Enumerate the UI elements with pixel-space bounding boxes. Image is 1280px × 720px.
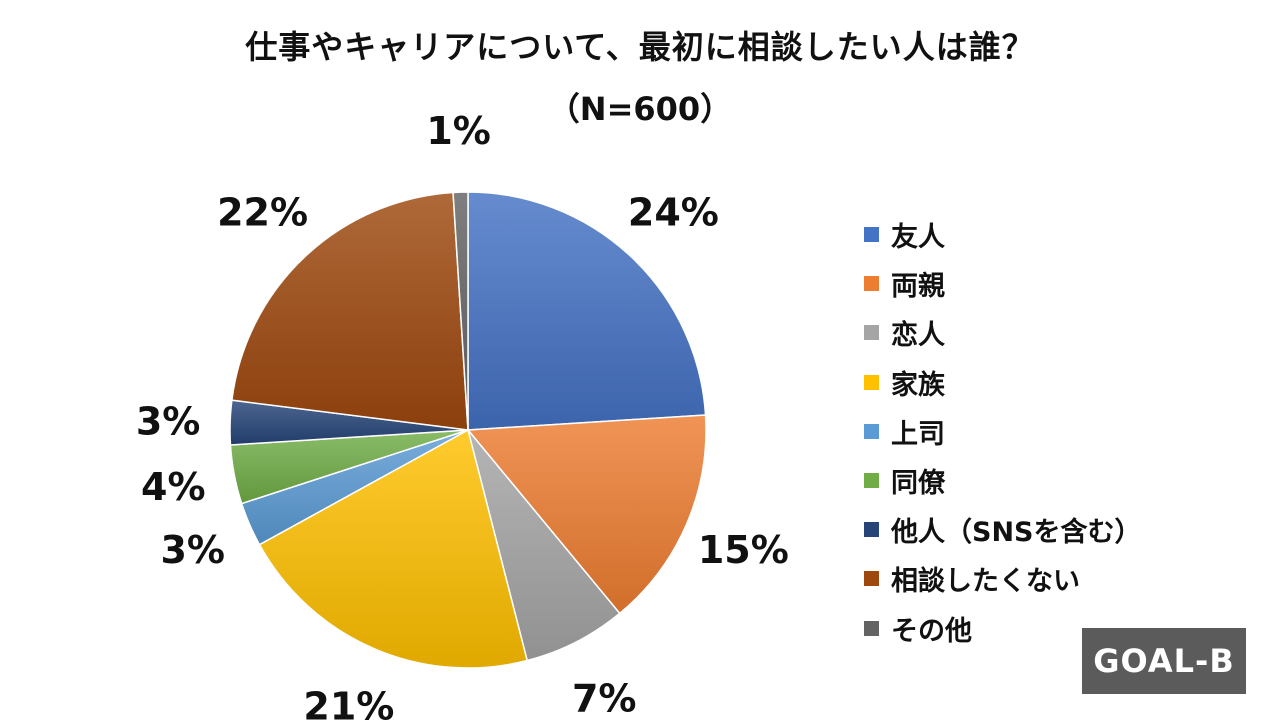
pie-slice-1 — [467, 191, 707, 431]
legend-item: 両親 — [864, 259, 1142, 308]
data-label-7: 3% — [136, 400, 201, 444]
data-label-1: 24% — [628, 190, 719, 234]
legend-swatch — [864, 276, 879, 292]
data-label-2: 15% — [698, 528, 789, 572]
data-label-9: 1% — [426, 109, 491, 153]
legend-swatch — [864, 227, 879, 243]
legend-item: その他 — [864, 604, 1142, 653]
legend-swatch — [864, 473, 879, 489]
legend-item: 同僚 — [864, 456, 1142, 505]
pie-slice-9 — [452, 191, 469, 431]
legend-item: 恋人 — [864, 308, 1142, 357]
legend-swatch — [864, 620, 879, 636]
legend-item: 相談したくない — [864, 554, 1142, 603]
legend-label: 上司 — [891, 418, 945, 450]
legend-label: 家族 — [891, 369, 945, 401]
pie-slice-8 — [231, 191, 469, 431]
legend-swatch — [864, 374, 879, 390]
legend: 友人両親恋人家族上司同僚他人（SNSを含む） 相談したくない その他 — [864, 210, 1142, 653]
legend-swatch — [864, 325, 879, 341]
legend-item: 家族 — [864, 358, 1142, 407]
pie-slice-2 — [466, 414, 707, 615]
legend-item: 友人 — [864, 210, 1142, 259]
legend-label: 両親 — [891, 271, 945, 303]
data-label-3: 7% — [572, 676, 637, 720]
pie-slice-4 — [258, 428, 529, 669]
data-label-4: 21% — [303, 684, 394, 720]
legend-label: 同僚 — [891, 468, 945, 500]
legend-label: 相談したくない — [891, 566, 1080, 598]
legend-item: 他人（SNSを含む） — [864, 505, 1142, 554]
legend-swatch — [864, 522, 879, 538]
legend-label: 他人（SNSを含む） — [891, 517, 1142, 549]
legend-label: 友人 — [891, 222, 945, 254]
chart-subtitle: （N=600） — [547, 90, 733, 128]
chart-title: 仕事やキャリアについて、最初に相談したい人は誰？ — [245, 28, 1035, 66]
legend-label: その他 — [891, 615, 972, 647]
legend-label: 恋人 — [891, 320, 945, 352]
data-label-5: 3% — [160, 528, 225, 572]
legend-swatch — [864, 571, 879, 587]
legend-item: 上司 — [864, 407, 1142, 456]
data-label-6: 4% — [141, 465, 206, 509]
goal-b-logo: GOAL-B — [1082, 628, 1246, 694]
data-label-8: 22% — [217, 190, 308, 234]
pie-slice-3 — [467, 429, 621, 662]
legend-swatch — [864, 423, 879, 439]
